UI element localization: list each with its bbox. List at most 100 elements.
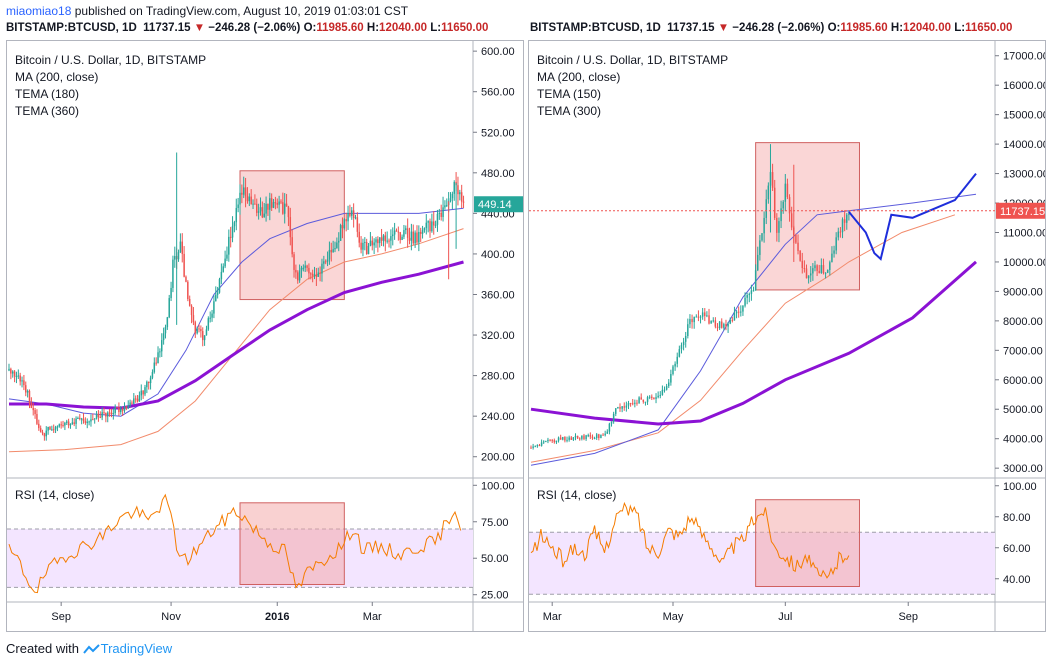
candle-body bbox=[99, 416, 102, 418]
candle-body bbox=[595, 434, 598, 438]
candle-body bbox=[237, 204, 239, 208]
x-tick-label: May bbox=[663, 611, 684, 623]
candle-body bbox=[653, 398, 655, 400]
candle-body bbox=[393, 230, 396, 235]
candle-body bbox=[682, 341, 685, 346]
candle-body bbox=[129, 402, 131, 406]
candle-body bbox=[52, 429, 55, 431]
candle-body bbox=[668, 382, 670, 387]
candle-body bbox=[438, 212, 441, 214]
candle-body bbox=[229, 236, 232, 238]
candle-body bbox=[58, 424, 61, 427]
candle-body bbox=[259, 207, 262, 212]
candle-body bbox=[358, 231, 360, 243]
candle-body bbox=[146, 381, 148, 388]
author-link[interactable]: miaomiao18 bbox=[6, 4, 72, 18]
candle-body bbox=[545, 441, 547, 443]
candle-body bbox=[536, 445, 539, 447]
candle-body bbox=[716, 326, 719, 329]
candle-body bbox=[183, 253, 185, 277]
candle-body bbox=[317, 272, 319, 277]
candle-body bbox=[459, 192, 461, 195]
right-chart-panel[interactable]: 17000.00 16000.00 15000.00 14000.00 13000.00… bbox=[528, 40, 1046, 632]
candle-body bbox=[431, 221, 433, 232]
candle-body bbox=[308, 267, 310, 274]
candle-body bbox=[462, 201, 465, 203]
candle-body bbox=[54, 427, 57, 430]
ma-200-line bbox=[530, 193, 977, 466]
candle-body bbox=[304, 265, 306, 268]
candle-body bbox=[752, 290, 755, 292]
left-chart-panel[interactable]: 600.00 560.00 520.00 480.00 440.00 400.00 360.… bbox=[6, 40, 524, 632]
y-tick-label: 16000.00 bbox=[1003, 80, 1045, 92]
rsi-highlight-box bbox=[239, 502, 345, 585]
right-change: −246.28 (−2.06%) bbox=[732, 22, 825, 34]
candle-body bbox=[634, 402, 636, 404]
candle-body bbox=[612, 413, 615, 422]
candle-body bbox=[680, 345, 683, 350]
candle-body bbox=[216, 292, 219, 295]
candle-body bbox=[181, 241, 183, 254]
candle-body bbox=[75, 418, 77, 424]
candle-body bbox=[332, 249, 334, 253]
legend-title: Bitcoin / U.S. Dollar, 1D, BITSTAMP bbox=[15, 53, 207, 67]
candle-body bbox=[362, 242, 364, 250]
candle-body bbox=[710, 320, 712, 324]
candle-body bbox=[689, 319, 691, 325]
candle-body bbox=[103, 412, 105, 414]
tradingview-logo-icon[interactable] bbox=[82, 642, 101, 654]
candle-body bbox=[142, 390, 144, 395]
y-tick-label: 3000.00 bbox=[1003, 463, 1043, 475]
y-tick-label: 280.00 bbox=[481, 371, 515, 383]
y-tick-label: 17000.00 bbox=[1003, 51, 1045, 63]
candle-body bbox=[651, 396, 653, 399]
candle-body bbox=[388, 240, 390, 242]
candle-body bbox=[265, 203, 267, 214]
candle-body bbox=[714, 320, 717, 327]
candle-body bbox=[659, 394, 662, 396]
candle-body bbox=[416, 232, 418, 243]
candle-body bbox=[118, 407, 120, 413]
candle-body bbox=[172, 259, 174, 288]
candle-body bbox=[256, 203, 258, 213]
candle-body bbox=[676, 356, 678, 364]
candle-body bbox=[328, 249, 331, 260]
candle-body bbox=[51, 429, 53, 431]
candle-body bbox=[672, 366, 674, 375]
candle-body bbox=[228, 236, 230, 255]
candle-body bbox=[235, 207, 238, 223]
candle-body bbox=[809, 273, 812, 276]
candle-body bbox=[737, 311, 740, 313]
candle-body bbox=[131, 402, 133, 404]
candle-body bbox=[405, 228, 407, 231]
price-tag-label: 449.14 bbox=[478, 199, 512, 211]
candle-body bbox=[371, 240, 374, 246]
candle-body bbox=[788, 197, 791, 214]
candle-body bbox=[220, 271, 223, 280]
y-tick-label: 480.00 bbox=[481, 168, 515, 180]
legend-ma: MA (200, close) bbox=[537, 70, 621, 84]
y-tick-label: 560.00 bbox=[481, 87, 515, 99]
candle-body bbox=[263, 213, 265, 218]
left-chart-svg[interactable]: 600.00560.00520.00480.00440.00400.00360.… bbox=[7, 41, 523, 631]
tradingview-link[interactable]: TradingView bbox=[100, 641, 173, 656]
candle-body bbox=[418, 231, 420, 243]
candle-body bbox=[583, 435, 585, 440]
candle-body bbox=[114, 407, 116, 414]
candle-body bbox=[203, 335, 206, 341]
candle-body bbox=[140, 390, 143, 396]
candle-body bbox=[442, 207, 444, 217]
candle-body bbox=[839, 231, 842, 233]
candle-body bbox=[341, 225, 344, 229]
candle-body bbox=[90, 419, 92, 422]
candle-body bbox=[697, 316, 700, 318]
candle-body bbox=[101, 412, 103, 418]
candle-body bbox=[11, 371, 14, 374]
right-chart-svg[interactable]: 17000.00 16000.00 15000.00 14000.00 13000.00… bbox=[529, 41, 1045, 631]
left-low: 11650.00 bbox=[441, 22, 489, 34]
candle-body bbox=[593, 437, 596, 439]
candle-body bbox=[384, 235, 387, 242]
candle-body bbox=[323, 261, 325, 264]
candle-body bbox=[378, 237, 381, 244]
candle-body bbox=[352, 210, 355, 218]
